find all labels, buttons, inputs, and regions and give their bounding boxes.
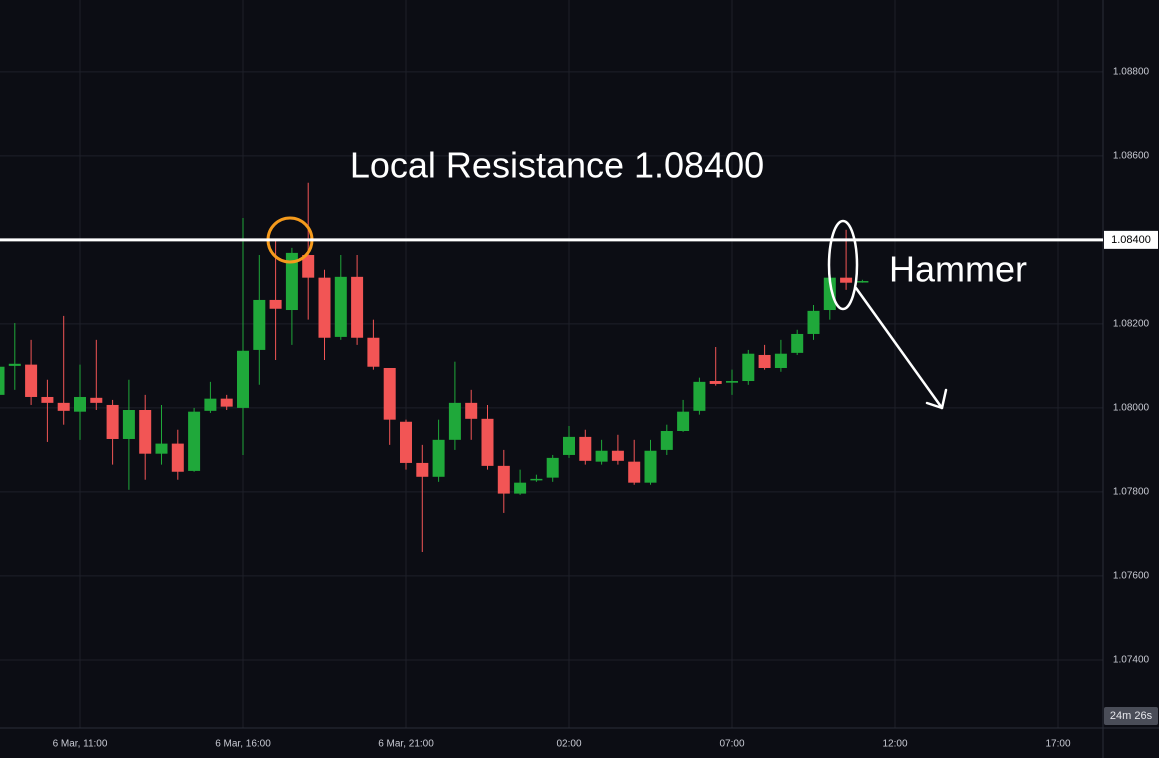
candle-body bbox=[188, 411, 201, 471]
candle-body bbox=[709, 381, 722, 384]
candle-body bbox=[237, 350, 249, 408]
candle-body bbox=[791, 333, 804, 353]
candle-body bbox=[611, 450, 624, 461]
candle-body bbox=[285, 252, 298, 311]
candle-body bbox=[579, 436, 592, 461]
candle-body bbox=[416, 462, 429, 477]
candle-body bbox=[660, 431, 673, 450]
candle-body bbox=[693, 381, 706, 411]
candle-body bbox=[774, 353, 787, 368]
candle-body bbox=[807, 310, 820, 334]
x-tick-label: 6 Mar, 21:00 bbox=[378, 739, 434, 750]
candle-body bbox=[563, 436, 575, 455]
candle-body bbox=[400, 421, 412, 463]
candle-body bbox=[41, 396, 54, 403]
candle-body bbox=[546, 457, 559, 478]
candle-body bbox=[302, 254, 315, 278]
candle-body bbox=[758, 354, 771, 368]
x-tick-label: 6 Mar, 16:00 bbox=[215, 739, 271, 750]
candle-body bbox=[595, 450, 608, 462]
candles bbox=[0, 182, 869, 552]
candle-body bbox=[448, 402, 461, 440]
x-tick-label: 12:00 bbox=[882, 739, 907, 750]
candle-body bbox=[530, 478, 543, 481]
y-tick-label: 1.07400 bbox=[1113, 655, 1150, 666]
y-tick-label: 1.08800 bbox=[1113, 66, 1150, 77]
candle-body bbox=[0, 366, 5, 395]
x-tick-label: 6 Mar, 11:00 bbox=[53, 739, 108, 750]
candle-body bbox=[220, 398, 233, 407]
candle-body bbox=[90, 397, 103, 403]
candle-body bbox=[840, 277, 853, 283]
candle-body bbox=[367, 337, 380, 367]
candle-body bbox=[171, 443, 184, 472]
candle-body bbox=[383, 367, 396, 420]
candle-body bbox=[155, 443, 168, 454]
candle-body bbox=[57, 402, 70, 411]
candle-body bbox=[823, 277, 836, 311]
candle-body bbox=[8, 363, 21, 366]
highlight-ellipse bbox=[827, 219, 859, 311]
countdown-label: 24m 26s bbox=[1110, 710, 1153, 722]
candle-body bbox=[122, 409, 135, 439]
candle-body bbox=[644, 450, 657, 483]
y-tick-label: 1.07600 bbox=[1113, 571, 1150, 582]
candle-body bbox=[74, 396, 86, 412]
candle-body bbox=[269, 299, 282, 309]
resistance-tag-label: 1.08400 bbox=[1111, 234, 1151, 246]
candle-body bbox=[432, 439, 445, 477]
candle-body bbox=[106, 404, 119, 439]
candle-body bbox=[253, 299, 266, 350]
y-tick-label: 1.08200 bbox=[1113, 319, 1150, 330]
candle-body bbox=[856, 281, 869, 283]
y-tick-label: 1.08000 bbox=[1113, 403, 1150, 414]
annotation-title: Local Resistance 1.08400 bbox=[350, 145, 764, 186]
candle-body bbox=[628, 461, 641, 483]
x-tick-label: 17:00 bbox=[1045, 739, 1070, 750]
candle-body bbox=[139, 409, 152, 454]
candle-body bbox=[351, 276, 364, 338]
resistance-tag bbox=[1104, 230, 1158, 249]
y-tick-label: 1.07800 bbox=[1113, 487, 1150, 498]
x-tick-label: 07:00 bbox=[719, 739, 744, 750]
candle-body bbox=[677, 411, 690, 432]
x-tick-label: 02:00 bbox=[556, 739, 581, 750]
arrow bbox=[854, 286, 948, 410]
countdown-box bbox=[1104, 707, 1158, 725]
candle-body bbox=[318, 277, 331, 338]
candle-body bbox=[726, 381, 738, 383]
candle-body bbox=[25, 364, 38, 397]
candle-body bbox=[514, 482, 527, 494]
candle-body bbox=[497, 465, 510, 494]
candle-body bbox=[742, 353, 755, 382]
candle-body bbox=[204, 398, 217, 411]
annotation-hammer: Hammer bbox=[889, 249, 1027, 290]
y-tick-label: 1.08600 bbox=[1113, 150, 1150, 161]
candle-body bbox=[334, 276, 347, 337]
candle-body bbox=[481, 418, 494, 466]
candle-body bbox=[465, 402, 478, 419]
